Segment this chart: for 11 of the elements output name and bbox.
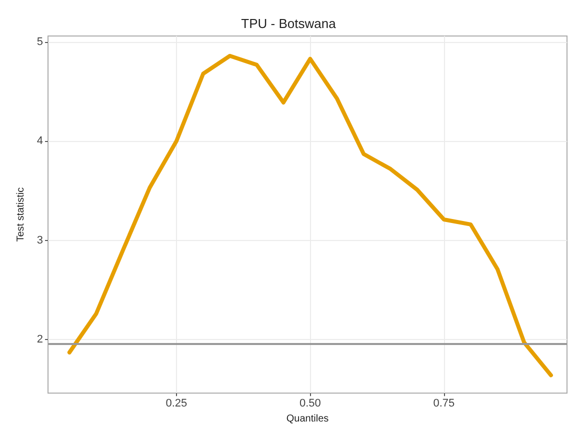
- y-tick-label: 3: [36, 234, 44, 246]
- x-axis-title: Quantiles: [286, 414, 329, 424]
- y-tick-label: 2: [36, 334, 44, 346]
- x-tick-label: 0.50: [299, 398, 321, 410]
- x-tick-label: 0.25: [166, 398, 188, 410]
- line-series: [67, 54, 553, 378]
- y-tick-label: 4: [36, 135, 44, 148]
- chart-title: TPU - Botswana: [241, 16, 337, 31]
- y-axis-title: Test statistic: [16, 187, 26, 242]
- y-tick-label: 5: [36, 36, 44, 48]
- x-tick-label: 0.75: [433, 398, 455, 410]
